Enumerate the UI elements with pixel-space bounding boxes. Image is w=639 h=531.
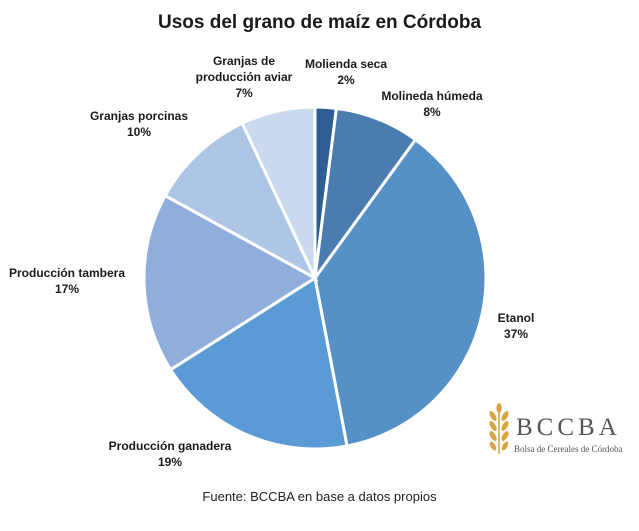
chart-title: Usos del grano de maíz en Córdoba [157,12,482,33]
slice-label-value: 2% [337,73,355,87]
slice-label-name: Producción ganadera [108,439,232,453]
slice-label-name: Granjas de producción aviar [195,54,293,84]
bccba-logo: BCCBA Bolsa de Cereales de Córdoba [484,402,634,458]
slice-label: Molienda seca 2% [305,56,387,88]
pie-slice-producci-n-tambera [142,193,318,372]
pie-slice-etanol [313,137,488,448]
slice-label-value: 10% [126,125,152,139]
wheat-icon [489,403,509,454]
slice-label: Molineda húmeda 8% [381,88,482,120]
slice-label-value: 17% [54,282,80,296]
slice-label-value: 37% [503,327,529,341]
slice-label-value: 19% [157,455,183,469]
slice-label-value: 8% [423,105,441,119]
slice-label-name: Molienda seca [304,57,388,71]
slice-label: Producción tambera 17% [9,265,125,297]
slice-label: Producción ganadera 19% [109,438,232,470]
pie-slice-granjas-porcinas [163,121,319,282]
pie-slice-granjas-de-producci-n-aviar [240,105,317,279]
slice-label-value: 7% [235,86,253,100]
slice-label-name: Producción tambera [8,266,126,280]
logo-subtitle: Bolsa de Cereales de Córdoba [514,444,623,454]
source-note: Fuente: BCCBA en base a datos propios [202,489,437,504]
slice-label-name: Molineda húmeda [381,89,483,103]
slice-label: Granjas porcinas 10% [90,108,188,140]
logo-text: BCCBA [516,414,621,441]
slice-label: Etanol 37% [498,310,535,342]
pie-slice-producci-n-ganadera [168,275,349,451]
slice-label-name: Granjas porcinas [89,109,189,123]
slice-label-name: Etanol [497,311,535,325]
slice-label: Granjas de producción aviar 7% [196,53,293,101]
